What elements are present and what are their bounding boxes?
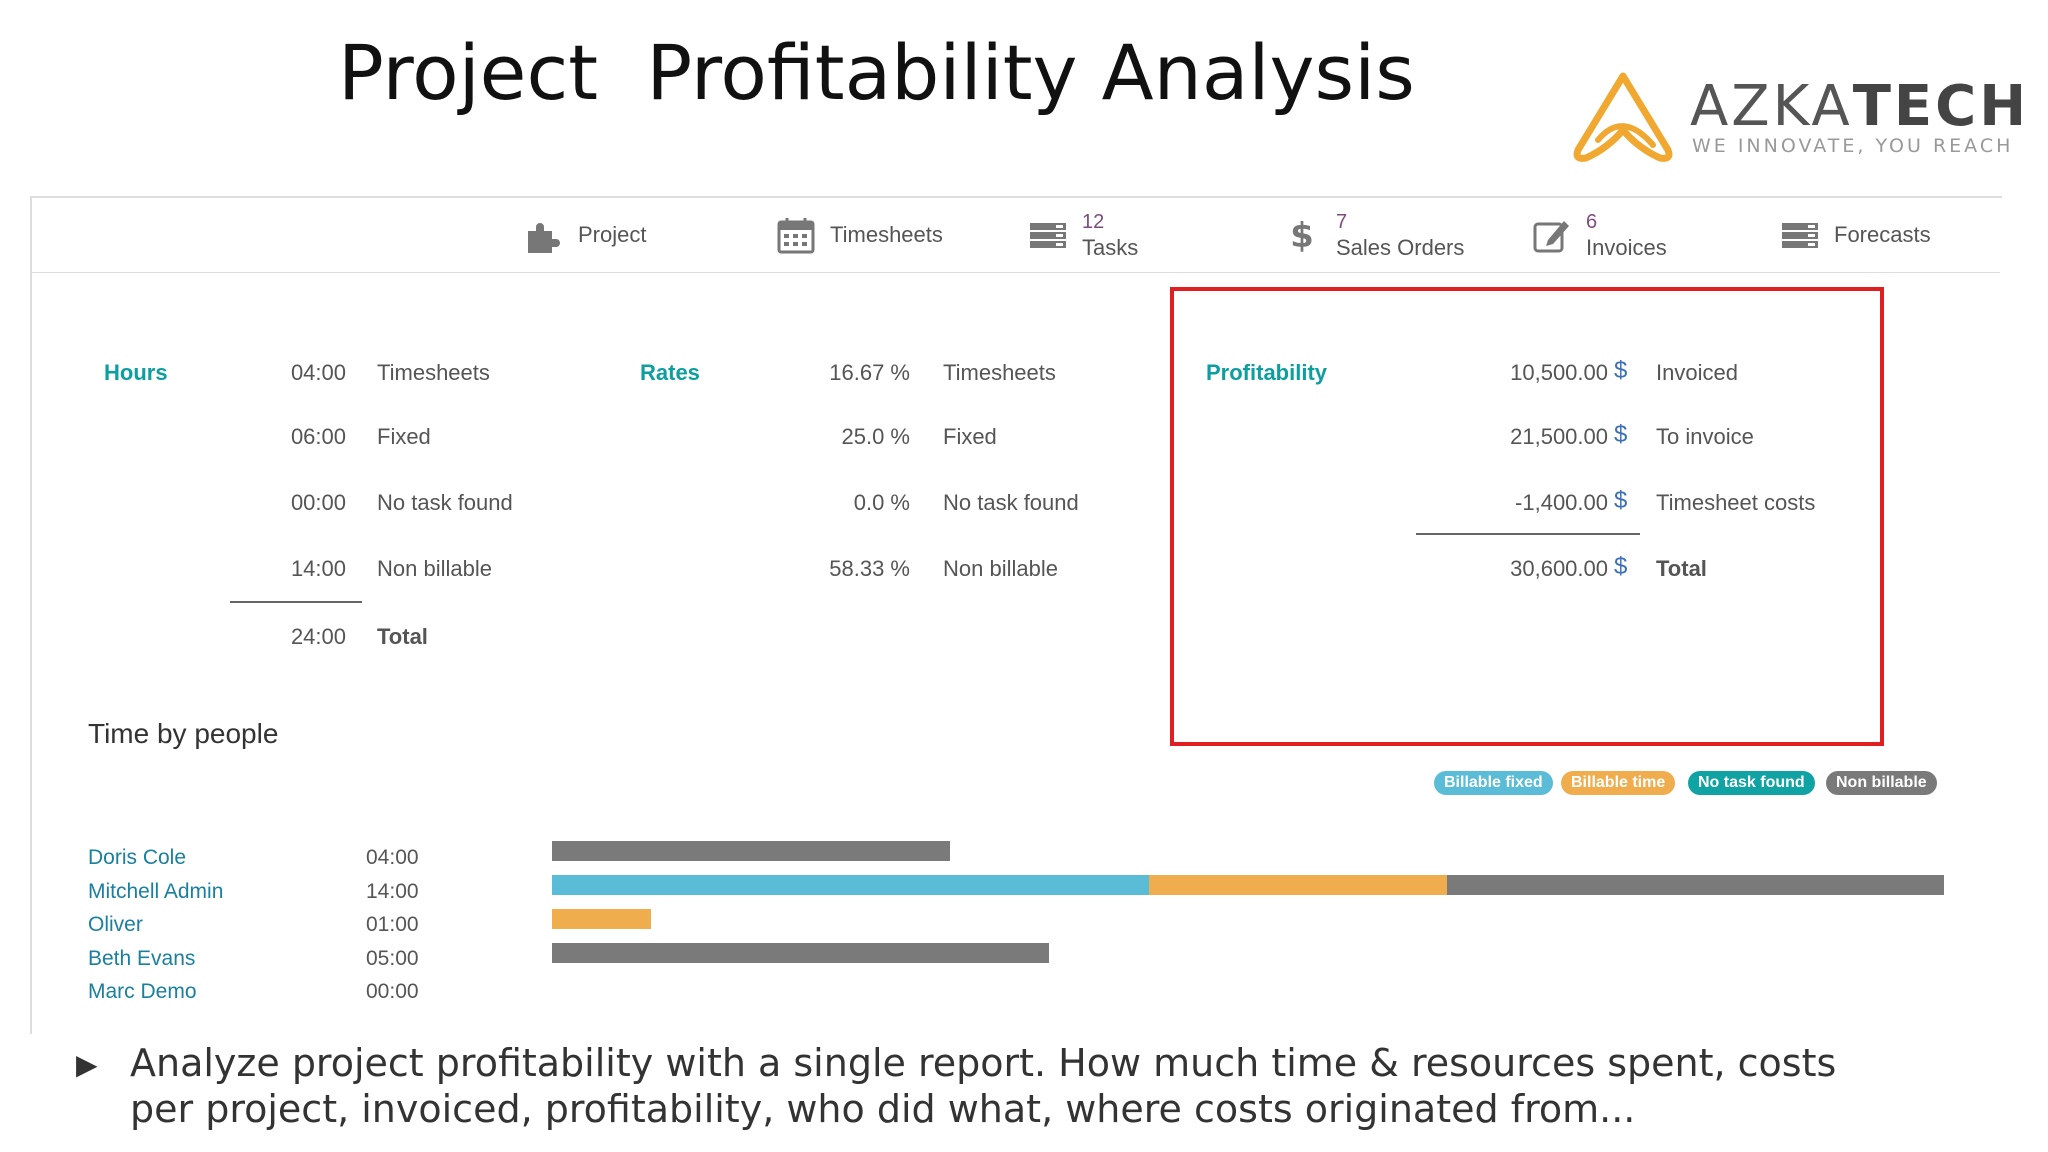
rates-non-billable-value: 58.33 %: [829, 556, 910, 581]
forecasts-button[interactable]: Forecasts: [1780, 198, 1931, 272]
profit-total-value: 30,600.00: [1510, 556, 1608, 581]
puzzle-icon: [528, 223, 560, 253]
person-time: 04:00: [366, 846, 419, 869]
bullet-arrow-icon: ▶: [76, 1049, 98, 1080]
hours-fixed-value: 06:00: [290, 424, 346, 449]
profit-invoiced-label: Invoiced: [1656, 360, 1738, 385]
hours-timesheets-label: Timesheets: [377, 360, 490, 385]
logo-name: AZKATECH: [1690, 74, 2029, 139]
logo-tagline: WE INNOVATE, YOU REACH: [1692, 135, 2014, 157]
forecasts-icon: [1782, 223, 1818, 248]
project-button-label: Project: [578, 222, 647, 247]
invoices-count: 6: [1586, 211, 1598, 233]
person-name[interactable]: Marc Demo: [88, 980, 197, 1003]
report-panel: [30, 196, 2002, 1034]
time-bar-segment: [1446, 875, 1944, 895]
profit-invoiced-currency: $: [1614, 357, 1628, 384]
sales-orders-button-label: Sales Orders: [1336, 235, 1465, 260]
profit-timesheet-costs-value: -1,400.00: [1515, 490, 1608, 515]
rates-fixed-label: Fixed: [943, 424, 997, 449]
legend-billable-fixed: Billable fixed: [1434, 771, 1553, 795]
rates-non-billable-label: Non billable: [943, 556, 1058, 581]
calendar-icon: [777, 218, 815, 254]
project-button[interactable]: Project: [524, 198, 646, 272]
bullet-text: Analyze project profitability with a sin…: [130, 1041, 1837, 1131]
invoices-button[interactable]: 6 Invoices: [1532, 198, 1667, 272]
time-bar-segment: [552, 943, 1050, 963]
profit-timesheet-costs-label: Timesheet costs: [1656, 490, 1816, 515]
profitability-highlight-box: [1170, 287, 1884, 746]
person-name[interactable]: Mitchell Admin: [88, 880, 224, 903]
sales-orders-count: 7: [1336, 211, 1348, 233]
stat-button-bar: Project Timesheets 12 Tasks $ 7 Sales Or…: [32, 198, 2000, 273]
forecasts-button-label: Forecasts: [1834, 222, 1931, 247]
legend-non-billable: Non billable: [1826, 771, 1937, 795]
profit-total-divider: [1416, 533, 1640, 535]
svg-text:$: $: [1290, 216, 1314, 255]
timesheets-button-label: Timesheets: [830, 222, 943, 247]
timesheets-button[interactable]: Timesheets: [776, 198, 943, 272]
rates-timesheets-value: 16.67 %: [829, 360, 910, 385]
hours-heading: Hours: [104, 360, 168, 385]
tasks-button[interactable]: 12 Tasks: [1028, 198, 1138, 272]
person-name[interactable]: Beth Evans: [88, 947, 196, 970]
hours-timesheets-value: 04:00: [290, 360, 346, 385]
logo-name-bold: TECH: [1852, 74, 2030, 139]
invoices-button-label: Invoices: [1586, 235, 1667, 260]
time-by-people-heading: Time by people: [88, 718, 279, 749]
hours-fixed-label: Fixed: [377, 424, 431, 449]
rates-no-task-value: 0.0 %: [853, 490, 910, 515]
time-bar-segment: [552, 875, 1149, 895]
tasks-icon: [1030, 223, 1066, 248]
rates-no-task-label: No task found: [943, 490, 1079, 515]
profit-to-invoice-value: 21,500.00: [1510, 424, 1608, 449]
profit-invoiced-value: 10,500.00: [1510, 360, 1608, 385]
legend-no-task-found: No task found: [1688, 771, 1815, 795]
person-time: 05:00: [366, 947, 419, 970]
profit-total-currency: $: [1614, 553, 1628, 580]
hours-non-billable-label: Non billable: [377, 556, 492, 581]
tasks-button-label: Tasks: [1082, 235, 1139, 260]
profit-to-invoice-currency: $: [1614, 421, 1628, 448]
hours-no-task-label: No task found: [377, 490, 513, 515]
profitability-heading: Profitability: [1206, 360, 1328, 385]
person-time: 01:00: [366, 913, 419, 936]
hours-non-billable-value: 14:00: [290, 556, 346, 581]
dollar-icon: $: [1290, 216, 1314, 255]
edit-icon: [1533, 221, 1569, 253]
hours-total-label: Total: [377, 624, 428, 649]
azkatech-logo-mark: [1573, 72, 1673, 162]
sales-orders-button[interactable]: $ 7 Sales Orders: [1282, 198, 1464, 272]
rates-heading: Rates: [640, 360, 700, 385]
time-bar-segment: [1148, 875, 1447, 895]
rates-fixed-value: 25.0 %: [841, 424, 911, 449]
person-name[interactable]: Doris Cole: [88, 846, 187, 869]
tasks-count: 12: [1082, 211, 1105, 233]
person-time: 00:00: [366, 980, 419, 1003]
slide-title: Project Profitability Analysis: [338, 28, 1415, 117]
rates-timesheets-label: Timesheets: [943, 360, 1056, 385]
time-bar-segment: [552, 841, 950, 861]
person-name[interactable]: Oliver: [88, 913, 143, 936]
person-time: 14:00: [366, 880, 419, 903]
hours-total-value: 24:00: [290, 624, 346, 649]
profit-timesheet-costs-currency: $: [1614, 487, 1628, 514]
time-bar-segment: [552, 909, 652, 929]
hours-total-divider: [230, 601, 362, 603]
legend-billable-time: Billable time: [1561, 771, 1676, 795]
hours-no-task-value: 00:00: [290, 490, 346, 515]
logo-name-light: AZKA: [1690, 74, 1853, 139]
profit-to-invoice-label: To invoice: [1656, 424, 1754, 449]
profit-total-label: Total: [1656, 556, 1707, 581]
